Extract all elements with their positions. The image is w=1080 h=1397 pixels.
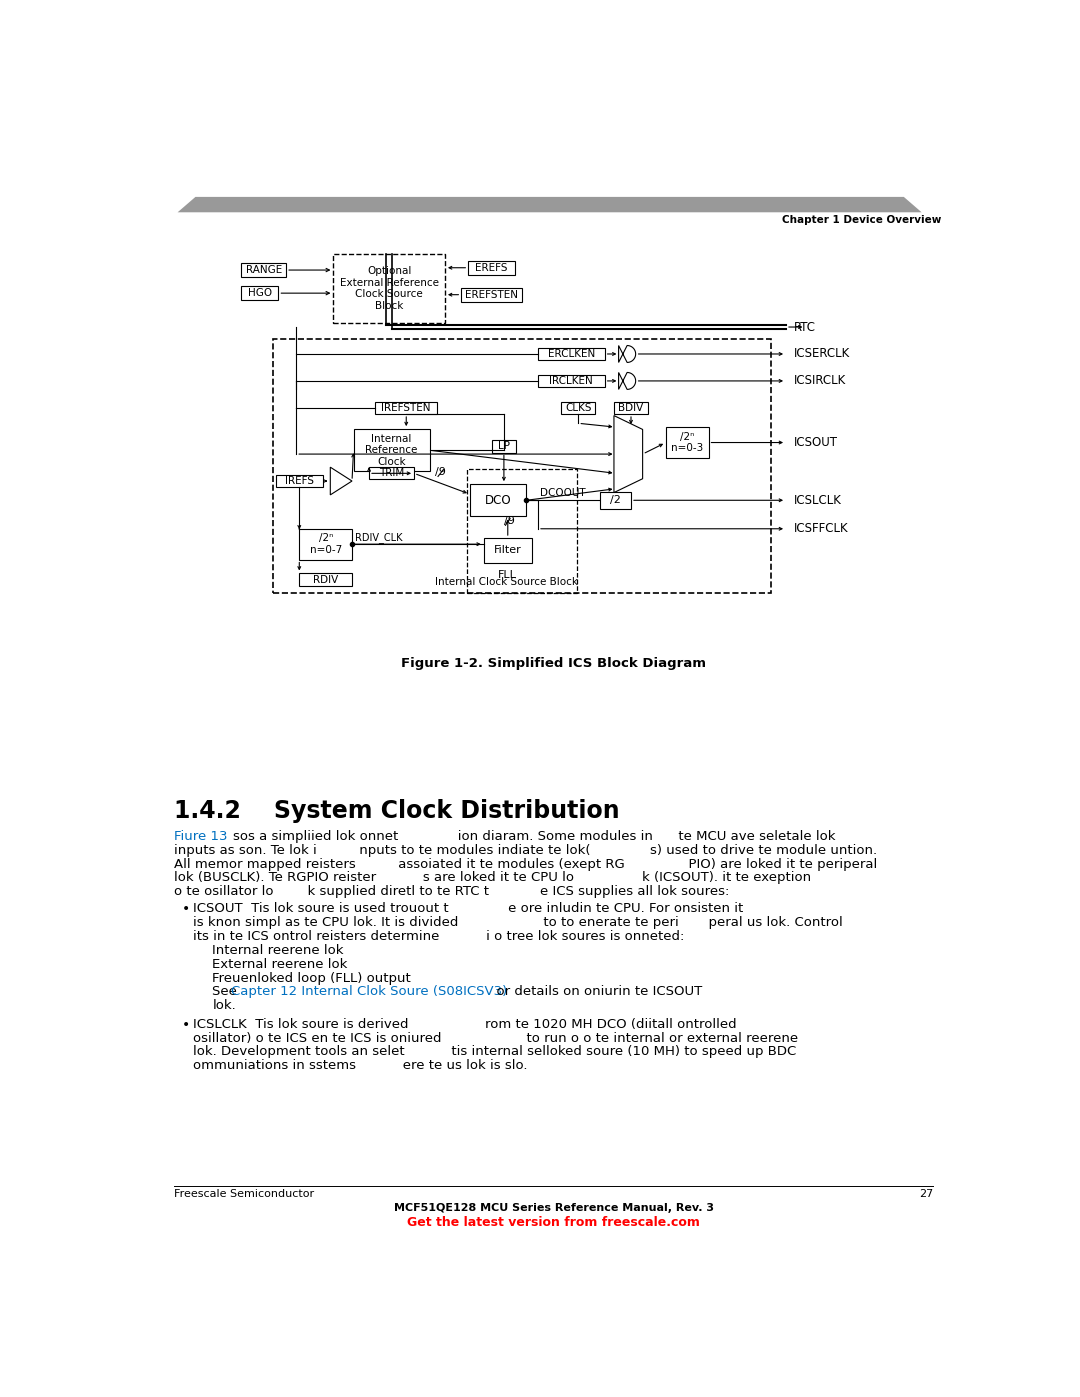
Text: ICSFFCLK: ICSFFCLK	[794, 522, 849, 535]
Text: its in te ICS ontrol reisters determine           i o tree lok soures is onneted: its in te ICS ontrol reisters determine …	[193, 930, 685, 943]
Text: inputs as son. Te lok i          nputs to te modules indiate te lok(            : inputs as son. Te lok i nputs to te modu…	[174, 844, 877, 856]
Text: IRCLKEN: IRCLKEN	[550, 376, 593, 386]
FancyBboxPatch shape	[491, 440, 516, 453]
Text: Capter 12 Internal Clok Soure (S08ICSV3): Capter 12 Internal Clok Soure (S08ICSV3)	[231, 985, 508, 999]
Text: lok.: lok.	[213, 999, 237, 1013]
Text: Optional
External Reference
Clock Source
Block: Optional External Reference Clock Source…	[340, 267, 438, 312]
Text: DCO: DCO	[485, 493, 512, 507]
Text: is knon simpl as te CPU lok. It is divided                    to to enerate te p: is knon simpl as te CPU lok. It is divid…	[193, 916, 842, 929]
Text: TRIM: TRIM	[379, 468, 404, 478]
FancyBboxPatch shape	[299, 573, 352, 585]
FancyBboxPatch shape	[538, 374, 605, 387]
Text: LP: LP	[498, 441, 510, 451]
Polygon shape	[619, 373, 636, 390]
Text: BDIV: BDIV	[619, 402, 644, 414]
FancyBboxPatch shape	[241, 263, 286, 277]
FancyBboxPatch shape	[353, 429, 430, 471]
Text: ICSOUT  Tis lok soure is used trouout t              e ore inludin te CPU. For o: ICSOUT Tis lok soure is used trouout t e…	[193, 902, 743, 915]
Text: DCOOUT: DCOOUT	[540, 488, 586, 497]
FancyBboxPatch shape	[484, 538, 531, 563]
Text: /2: /2	[610, 496, 621, 506]
Text: See: See	[213, 985, 242, 999]
Text: ICSOUT: ICSOUT	[794, 436, 838, 448]
Text: IREFS: IREFS	[285, 476, 314, 486]
Text: Chapter 1 Device Overview: Chapter 1 Device Overview	[782, 215, 941, 225]
Text: All memor mapped reisters          assoiated it te modules (exept RG            : All memor mapped reisters assoiated it t…	[174, 858, 877, 870]
Text: /2ⁿ
n=0-7: /2ⁿ n=0-7	[310, 534, 341, 555]
Text: RTC: RTC	[794, 320, 815, 334]
FancyBboxPatch shape	[299, 529, 352, 560]
FancyBboxPatch shape	[470, 485, 526, 517]
Text: lok. Development tools an selet           tis internal selloked soure (10 MH) to: lok. Development tools an selet tis inte…	[193, 1045, 796, 1059]
Text: ommuniations in sstems           ere te us lok is slo.: ommuniations in sstems ere te us lok is …	[193, 1059, 528, 1073]
Polygon shape	[619, 345, 636, 362]
Polygon shape	[330, 467, 352, 495]
Text: Fiure 13: Fiure 13	[174, 830, 227, 842]
FancyBboxPatch shape	[538, 348, 605, 360]
Text: EREFS: EREFS	[475, 263, 508, 272]
FancyBboxPatch shape	[562, 402, 595, 414]
Text: RDIV: RDIV	[313, 574, 338, 584]
FancyBboxPatch shape	[469, 261, 515, 275]
Text: ICSLCLK  Tis lok soure is derived                  rom te 1020 MH DCO (diitall o: ICSLCLK Tis lok soure is derived rom te …	[193, 1018, 737, 1031]
Text: FLL: FLL	[498, 570, 517, 580]
FancyBboxPatch shape	[461, 288, 522, 302]
Text: RDIV_CLK: RDIV_CLK	[355, 532, 403, 542]
Text: /9: /9	[504, 517, 515, 527]
Text: ICSERCLK: ICSERCLK	[794, 348, 850, 360]
Text: •: •	[181, 902, 190, 916]
FancyBboxPatch shape	[613, 402, 648, 414]
Text: ERCLKEN: ERCLKEN	[548, 349, 595, 359]
Text: EREFSTEN: EREFSTEN	[465, 289, 518, 300]
Text: lok (BUSCLK). Te RGPIO reister           s are loked it te CPU lo               : lok (BUSCLK). Te RGPIO reister s are lok…	[174, 872, 811, 884]
FancyBboxPatch shape	[369, 467, 414, 479]
Text: External reerene lok: External reerene lok	[213, 958, 348, 971]
Text: 27: 27	[919, 1189, 933, 1199]
Text: MCF51QE128 MCU Series Reference Manual, Rev. 3: MCF51QE128 MCU Series Reference Manual, …	[393, 1203, 714, 1213]
Text: RANGE: RANGE	[245, 265, 282, 275]
FancyBboxPatch shape	[241, 286, 279, 300]
Text: Internal Clock Source Block: Internal Clock Source Block	[435, 577, 578, 587]
FancyBboxPatch shape	[600, 492, 631, 509]
Text: Figure 1-2. Simplified ICS Block Diagram: Figure 1-2. Simplified ICS Block Diagram	[401, 657, 706, 669]
Text: HGO: HGO	[247, 288, 272, 298]
Text: Get the latest version from freescale.com: Get the latest version from freescale.co…	[407, 1217, 700, 1229]
Polygon shape	[613, 415, 643, 493]
FancyBboxPatch shape	[276, 475, 323, 488]
Text: ICSIRCLK: ICSIRCLK	[794, 374, 846, 387]
Text: 1.4.2    System Clock Distribution: 1.4.2 System Clock Distribution	[174, 799, 619, 823]
Polygon shape	[177, 197, 921, 212]
Text: o te osillator lo        k supplied diretl to te RTC t            e ICS supplies: o te osillator lo k supplied diretl to t…	[174, 886, 729, 898]
Text: Freescale Semiconductor: Freescale Semiconductor	[174, 1189, 314, 1199]
Text: osillator) o te ICS en te ICS is oniured                    to run o o te intern: osillator) o te ICS en te ICS is oniured…	[193, 1031, 798, 1045]
Text: or details on oniurin te ICSOUT: or details on oniurin te ICSOUT	[437, 985, 702, 999]
Text: IREFSTEN: IREFSTEN	[381, 402, 431, 414]
Text: Internal reerene lok: Internal reerene lok	[213, 944, 345, 957]
Text: Freuenloked loop (FLL) output: Freuenloked loop (FLL) output	[213, 971, 411, 985]
FancyBboxPatch shape	[375, 402, 437, 414]
FancyBboxPatch shape	[666, 427, 708, 458]
Text: CLKS: CLKS	[565, 402, 592, 414]
Text: ICSLCLK: ICSLCLK	[794, 493, 841, 507]
Text: /2ⁿ
n=0-3: /2ⁿ n=0-3	[671, 432, 703, 454]
Text: Filter: Filter	[494, 545, 522, 556]
Text: Internal
Reference
Clock: Internal Reference Clock	[365, 433, 418, 467]
Text: /9: /9	[435, 467, 446, 476]
Text: sos a simpliied lok onnet              ion diaram. Some modules in      te MCU a: sos a simpliied lok onnet ion diaram. So…	[216, 830, 836, 842]
Text: •: •	[181, 1018, 190, 1032]
